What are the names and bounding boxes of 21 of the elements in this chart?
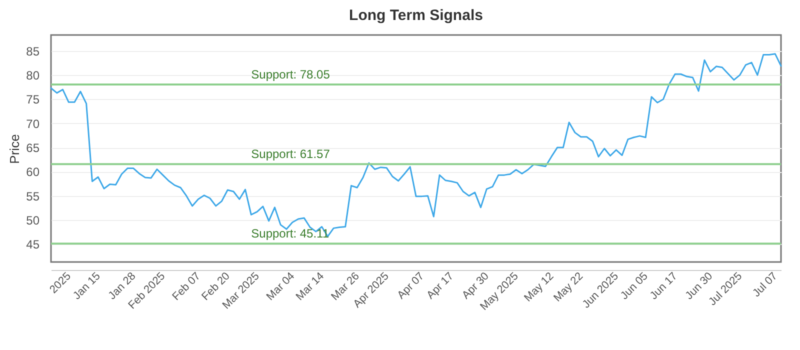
- x-tick-label: Jan 15: [71, 270, 103, 302]
- x-tick-label: Feb 07: [170, 270, 203, 303]
- y-tick-label: 55: [26, 189, 40, 204]
- y-tick-label: 75: [26, 92, 40, 107]
- ref-line-label: Support: 61.57: [251, 147, 330, 162]
- x-tick-label: Jul 07: [750, 270, 780, 300]
- y-tick-label: 65: [26, 141, 40, 156]
- y-tick-label: 45: [26, 238, 40, 252]
- x-tick-label: Apr 07: [395, 270, 427, 302]
- x-tick-label: Apr 17: [424, 270, 456, 302]
- y-tick-label: 50: [26, 213, 40, 228]
- x-tick-label: Mar 14: [294, 270, 327, 303]
- x-tick-label: Jun 05: [618, 270, 650, 302]
- y-tick-label: 60: [26, 165, 40, 180]
- y-axis-title: Price: [7, 134, 22, 164]
- x-tick-label: Jun 17: [648, 270, 680, 302]
- chart-title: Long Term Signals: [349, 7, 483, 24]
- ref-line-label: Support: 78.05: [251, 68, 330, 82]
- y-tick-label: 85: [26, 44, 40, 58]
- y-tick-label: 70: [26, 116, 40, 131]
- y-tick-label: 80: [26, 68, 40, 83]
